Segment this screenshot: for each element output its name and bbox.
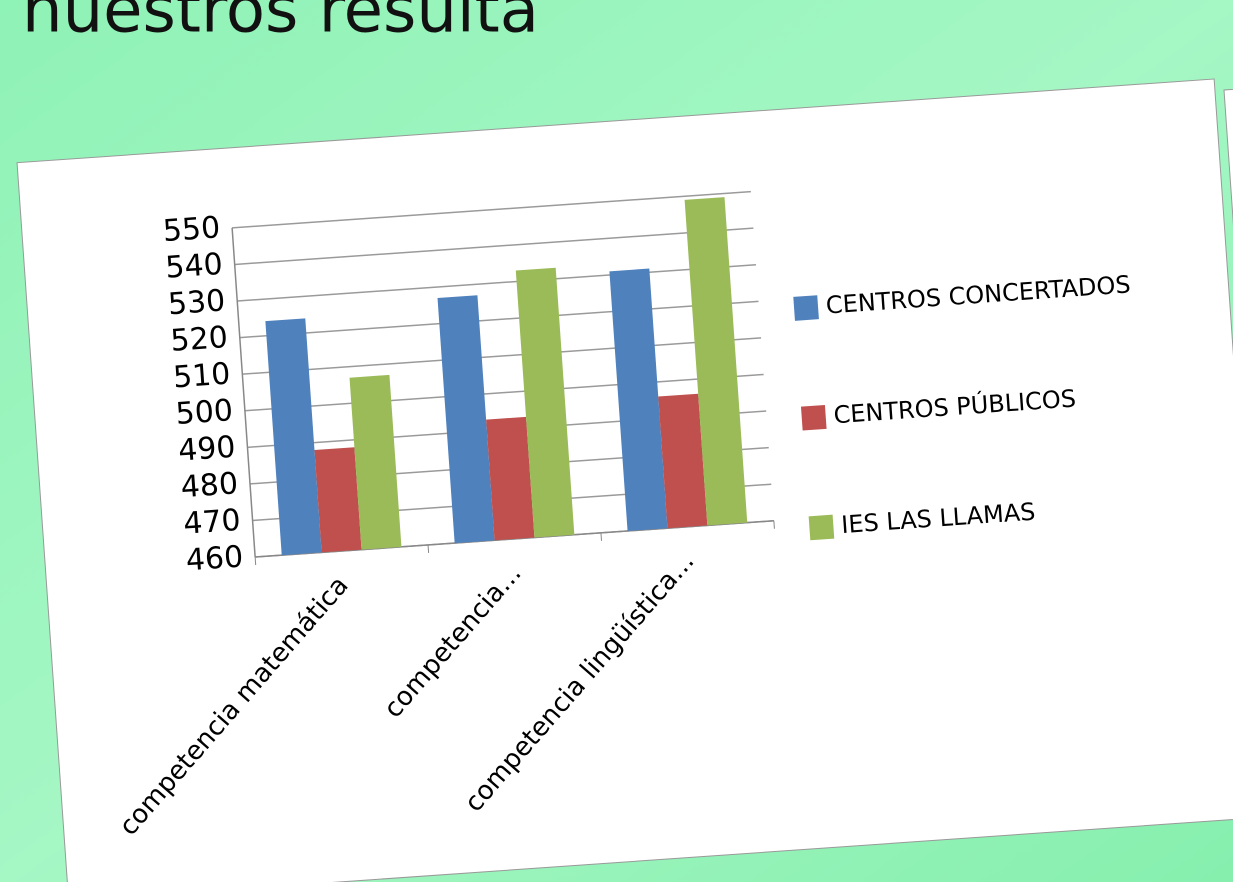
- grid-line: [237, 263, 757, 302]
- x-tick: [773, 520, 775, 529]
- x-tick: [254, 557, 257, 566]
- x-tick: [427, 544, 430, 553]
- chart-card: 460470480490500510520530540550competenci…: [16, 78, 1233, 882]
- bar: [349, 374, 402, 550]
- grid-line: [244, 373, 764, 412]
- grid-line: [242, 337, 762, 375]
- bar: [265, 318, 322, 556]
- bar: [658, 393, 708, 529]
- x-tick: [600, 532, 603, 541]
- grid-line: [234, 227, 754, 266]
- bar: [609, 268, 668, 532]
- y-tick-label: 550: [162, 210, 222, 249]
- slide-title: nuestros resulta: [22, 0, 539, 48]
- bar: [684, 197, 748, 526]
- grid-line: [232, 190, 751, 229]
- bar: [314, 447, 362, 553]
- legend-swatch: [808, 514, 835, 541]
- y-tick-label: 480: [180, 466, 240, 505]
- y-tick-label: 510: [172, 357, 232, 396]
- y-tick-label: 500: [175, 393, 235, 432]
- y-tick-label: 490: [177, 430, 237, 469]
- grid-line: [239, 300, 759, 339]
- y-tick-label: 460: [185, 539, 245, 578]
- legend-swatch: [793, 295, 819, 321]
- bar: [486, 416, 535, 541]
- y-tick-label: 470: [182, 503, 242, 542]
- y-axis: [231, 227, 256, 558]
- legend-swatch: [800, 404, 827, 431]
- y-tick-label: 540: [164, 247, 224, 286]
- y-tick-label: 520: [169, 320, 229, 359]
- bar: [515, 267, 575, 538]
- y-tick-label: 530: [167, 283, 227, 322]
- bar: [437, 295, 495, 544]
